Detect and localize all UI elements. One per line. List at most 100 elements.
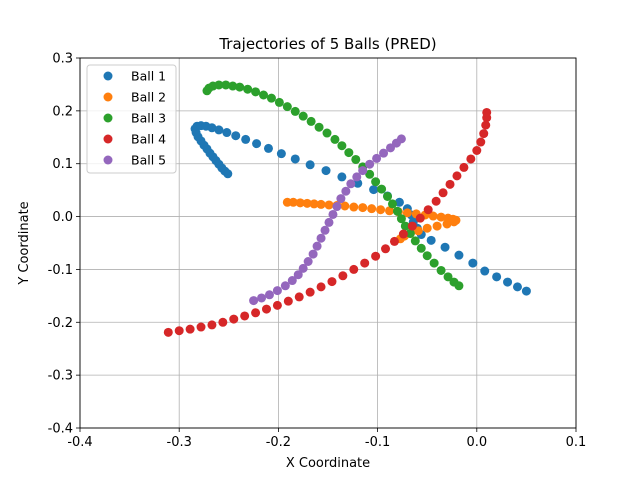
legend-label-ball-2: Ball 2 [131,90,166,105]
ball-5-point [332,202,342,212]
ball-4-point [251,308,261,318]
ball-1-point [305,160,315,170]
ball-3-point [214,80,224,90]
ball-3-point [396,214,406,224]
ball-4-point [423,205,433,215]
ball-2-point [376,205,386,215]
ball-3-point [400,221,410,231]
ball-3-point [306,116,316,126]
legend-marker-ball-5 [103,155,113,165]
ball-5-point [346,179,356,189]
ball-3-point [282,102,292,112]
ball-3-point [383,191,393,201]
ball-2-point [436,212,446,222]
ball-5-point [324,217,334,227]
ball-3-point [274,97,284,107]
ball-3-point [337,141,347,151]
ball-2-point [367,204,377,214]
ball-1-point [290,154,300,164]
ball-4-point [229,314,239,324]
ball-5-point [372,153,382,163]
ball-2-point [295,198,305,208]
x-tick-label: -0.1 [365,435,390,450]
ball-4-point [305,287,315,297]
ball-4-point [431,196,441,206]
ball-4-point [163,327,173,337]
series-ball-4 [163,107,492,337]
ball-4-point [338,271,348,281]
ball-3-point [422,251,432,261]
ball-1-point [241,134,251,144]
x-axis-label: X Coordinate [286,456,370,471]
legend-marker-ball-1 [103,71,113,81]
ball-1-point [394,197,404,207]
ball-2-point [349,202,359,212]
ball-4-point [389,236,399,246]
ball-4-point [481,120,491,130]
ball-3-point [251,87,261,97]
ball-4-point [327,277,337,287]
legend-label-ball-5: Ball 5 [131,153,166,168]
ball-1-point [207,123,217,133]
ball-2-point [402,208,412,218]
ball-2-point [316,199,326,209]
ball-3-point [298,111,308,121]
y-tick-label: -0.2 [48,316,73,331]
ball-5-point [328,209,338,219]
ball-5-point [336,194,346,204]
ball-2-point [428,211,438,221]
x-tick-label: -0.2 [266,435,291,450]
legend-marker-ball-4 [103,134,113,144]
ball-5-point [316,233,326,243]
y-axis-ticks: -0.4 -0.3 -0.2 -0.1 0.0 0.1 0.2 0.3 [48,52,80,437]
ball-3-point [392,206,402,216]
ball-3-point [290,106,300,116]
ball-4-point [283,296,293,306]
ball-4-point [272,300,282,310]
legend-box [86,64,177,174]
ball-1-point [492,272,502,282]
ball-3-point [365,169,375,179]
ball-5-point [280,281,290,291]
ball-3-point [436,265,446,275]
ball-2-point [324,200,334,210]
x-axis-ticks: -0.4 -0.3 -0.2 -0.1 0.0 0.1 [67,428,586,450]
legend-label-ball-1: Ball 1 [131,69,166,84]
series-ball-3 [202,80,464,291]
ball-4-point [294,292,304,302]
ball-5-point [298,263,308,273]
ball-5-point [379,148,389,158]
ball-4-point [398,229,408,239]
ball-5-point [308,249,318,259]
ball-3-point [429,258,439,268]
y-tick-label: 0.1 [52,157,73,172]
y-tick-label: -0.4 [48,422,73,437]
ball-3-point [243,84,253,94]
ball-3-point [228,81,238,91]
ball-3-point [221,80,231,90]
ball-1-point [426,235,436,245]
y-tick-label: 0.0 [52,210,73,225]
ball-3-point [416,243,426,253]
ball-4-point [349,264,359,274]
ball-5-point [396,134,406,144]
x-tick-label: -0.3 [167,435,192,450]
ball-5-point [341,186,351,196]
ball-4-point [185,324,195,334]
ball-3-point [387,199,397,209]
ball-4-point [207,320,217,330]
x-tick-label: 0.0 [466,435,487,450]
ball-4-point [459,162,469,172]
ball-2-point [432,221,442,231]
x-tick-label: -0.4 [67,435,92,450]
ball-3-point [443,272,453,282]
y-tick-label: 0.3 [52,52,73,67]
ball-4-point [476,137,486,147]
ball-2-point [449,217,459,227]
ball-2-point [442,219,452,229]
ball-2-point [385,206,394,216]
ball-1-point [252,139,262,149]
series-layer [163,80,531,337]
ball-1-point [263,143,273,153]
ball-3-point [330,134,340,144]
